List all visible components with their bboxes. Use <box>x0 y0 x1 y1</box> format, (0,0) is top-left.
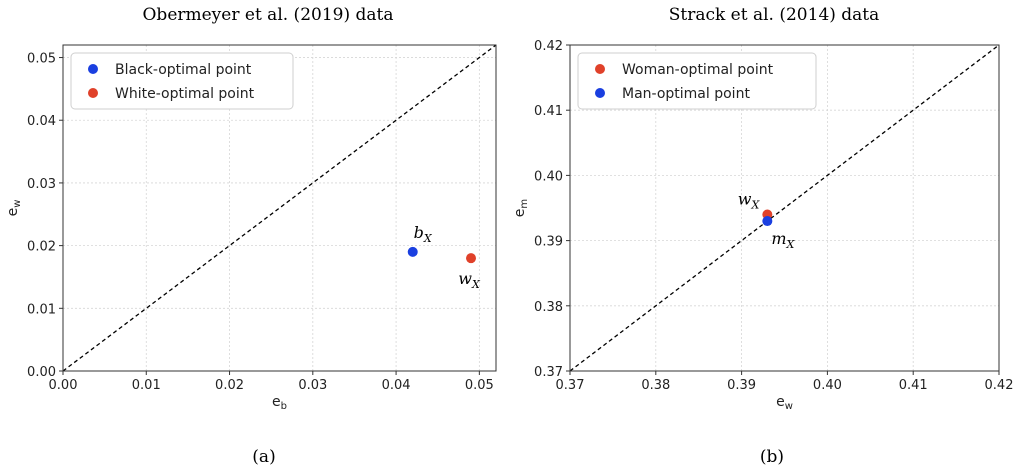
data-point <box>407 246 418 257</box>
y-tick-label: 0.40 <box>534 169 563 184</box>
data-point <box>466 253 477 264</box>
legend-marker <box>595 88 605 98</box>
x-tick-label: 0.05 <box>465 378 494 393</box>
x-tick-label: 0.37 <box>556 378 585 393</box>
data-point <box>762 216 773 227</box>
chart-title: Strack et al. (2014) data <box>669 5 880 25</box>
y-axis-label: em <box>512 199 530 217</box>
chart-title: Obermeyer et al. (2019) data <box>143 5 394 25</box>
subfigure-caption: (b) <box>760 447 784 467</box>
x-tick-label: 0.40 <box>813 378 842 393</box>
legend-label: Black-optimal point <box>115 62 252 78</box>
x-tick-label: 0.00 <box>49 378 78 393</box>
y-tick-label: 0.37 <box>534 365 563 380</box>
point-annotation: bX <box>414 223 433 245</box>
chart-a: Obermeyer et al. (2019) data 0.00 0.01 0.02… <box>5 5 497 467</box>
x-tick-label: 0.03 <box>298 378 327 393</box>
x-tick-label: 0.38 <box>641 378 670 393</box>
y-tick-label: 0.42 <box>534 39 563 54</box>
x-tick-label: 0.01 <box>132 378 161 393</box>
y-tick-label: 0.03 <box>27 177 56 192</box>
y-tick-label: 0.01 <box>27 302 56 317</box>
y-tick-label: 0.05 <box>27 52 56 67</box>
legend-label: Man-optimal point <box>622 86 750 102</box>
y-tick-label: 0.00 <box>27 365 56 380</box>
x-axis-label: ew <box>776 394 793 412</box>
plot-frame <box>569 44 1000 372</box>
x-tick-label: 0.02 <box>215 378 244 393</box>
legend-marker <box>595 64 605 74</box>
y-tick-label: 0.39 <box>534 235 563 250</box>
chart-b: Strack et al. (2014) data 0.37 0.38 0.39 0.4… <box>512 5 1013 467</box>
point-annotation: mX <box>771 229 795 251</box>
y-tick-label: 0.02 <box>27 240 56 255</box>
plot-frame <box>62 44 497 372</box>
x-tick-label: 0.39 <box>727 378 756 393</box>
y-axis-label: ew <box>5 200 23 217</box>
legend-label: White-optimal point <box>115 86 255 102</box>
x-tick-label: 0.42 <box>985 378 1014 393</box>
x-tick-label: 0.41 <box>899 378 928 393</box>
x-axis-label: eb <box>272 394 287 412</box>
y-tick-label: 0.04 <box>27 114 56 129</box>
legend-label: Woman-optimal point <box>622 62 774 78</box>
legend-marker <box>88 64 98 74</box>
diagonal-reference-line <box>569 44 1000 372</box>
legend <box>577 52 817 110</box>
point-annotation: wX <box>458 269 481 291</box>
x-tick-label: 0.04 <box>382 378 411 393</box>
subfigure-caption: (a) <box>252 447 275 467</box>
point-annotation: wX <box>738 190 761 212</box>
y-tick-label: 0.41 <box>534 104 563 119</box>
diagonal-reference-line <box>62 44 497 372</box>
y-tick-label: 0.38 <box>534 300 563 315</box>
legend <box>70 52 294 110</box>
legend-marker <box>88 88 98 98</box>
